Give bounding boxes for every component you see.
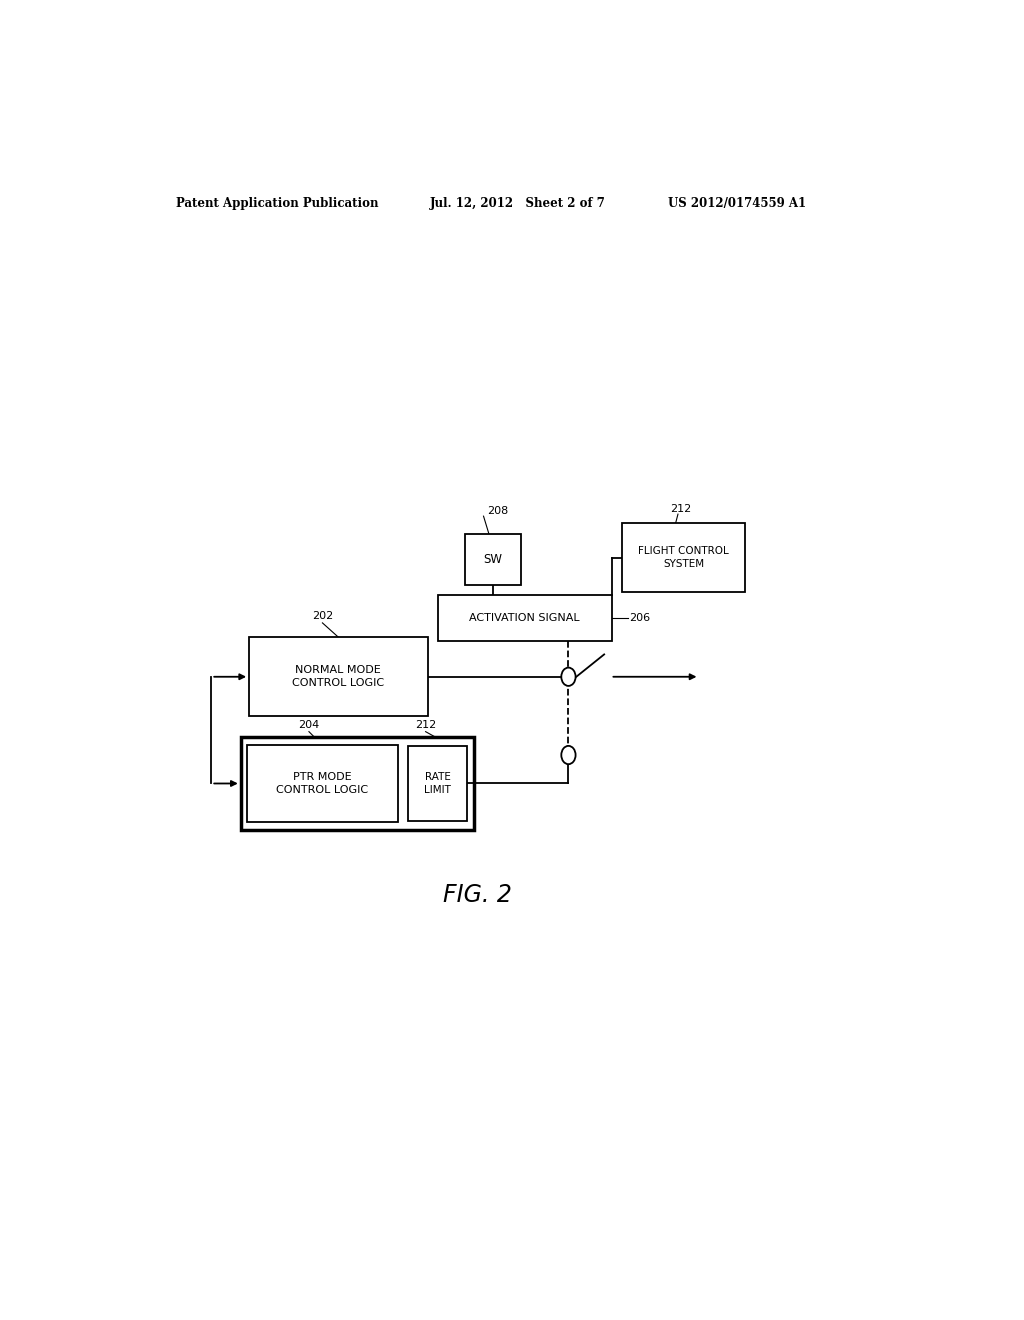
Text: 206: 206 [630, 612, 650, 623]
Text: FIG. 2: FIG. 2 [442, 883, 512, 907]
Circle shape [561, 668, 575, 686]
Text: 204: 204 [298, 719, 319, 730]
Bar [241, 738, 474, 830]
Bar [437, 595, 612, 640]
Bar [247, 746, 397, 821]
Text: Jul. 12, 2012   Sheet 2 of 7: Jul. 12, 2012 Sheet 2 of 7 [430, 197, 605, 210]
Text: 208: 208 [487, 506, 509, 516]
Text: FLIGHT CONTROL
SYSTEM: FLIGHT CONTROL SYSTEM [638, 546, 729, 569]
Text: NORMAL MODE
CONTROL LOGIC: NORMAL MODE CONTROL LOGIC [292, 665, 384, 688]
Bar [408, 746, 467, 821]
Text: PTR MODE
CONTROL LOGIC: PTR MODE CONTROL LOGIC [276, 772, 369, 795]
Bar [622, 523, 745, 593]
Text: ACTIVATION SIGNAL: ACTIVATION SIGNAL [469, 612, 581, 623]
Text: SW: SW [483, 553, 503, 566]
Bar [249, 638, 428, 717]
Text: US 2012/0174559 A1: US 2012/0174559 A1 [668, 197, 806, 210]
Circle shape [561, 746, 575, 764]
Text: 202: 202 [311, 611, 333, 620]
Text: 212: 212 [670, 504, 691, 515]
Text: RATE
LIMIT: RATE LIMIT [424, 772, 451, 795]
Text: 212: 212 [415, 719, 436, 730]
Bar [465, 535, 521, 585]
Text: Patent Application Publication: Patent Application Publication [176, 197, 378, 210]
